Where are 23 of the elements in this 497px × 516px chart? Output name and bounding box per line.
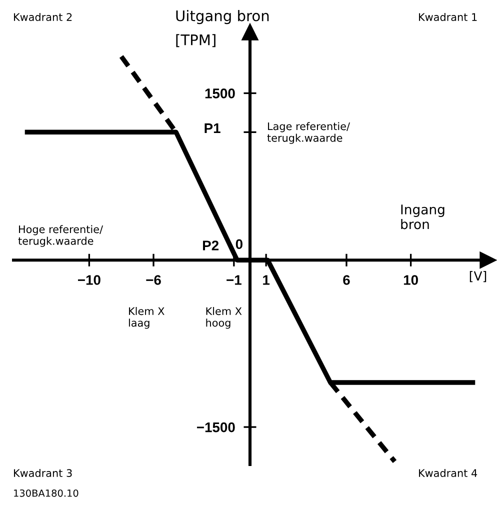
y-tick-label: 1500 <box>205 88 235 98</box>
x-tick-label: 6 <box>343 275 350 285</box>
x-axis-title: Ingang bron <box>401 204 444 230</box>
x-tick-label: −6 <box>146 275 161 285</box>
annotation: Klem X hoog <box>206 307 242 329</box>
x-tick-label: 1 <box>263 275 270 285</box>
x-tick-label: −10 <box>78 275 100 285</box>
y-tick-label: −1500 <box>196 422 235 432</box>
annotation: Hoge referentie/ terugk.waarde <box>18 225 104 247</box>
text: Kwadrant 3 <box>14 468 72 478</box>
x-tick-label: −1 <box>226 275 242 285</box>
annotation: 0 <box>236 239 242 250</box>
annotation: P1 <box>204 123 220 133</box>
text: Kwadrant 4 <box>419 468 478 478</box>
text: Kwadrant 2 <box>14 12 72 22</box>
text: 130BA180.10 <box>14 489 78 497</box>
x-tick-label: 10 <box>404 275 418 285</box>
annotation: Lage referentie/ terugk.waarde <box>267 122 350 144</box>
annotation: Klem X laag <box>128 307 164 329</box>
annotation: P2 <box>203 240 219 250</box>
y-axis-title: Uitgang bron [TPM] <box>176 10 269 48</box>
annotation: [V] <box>470 270 486 282</box>
text: Kwadrant 1 <box>419 12 477 22</box>
